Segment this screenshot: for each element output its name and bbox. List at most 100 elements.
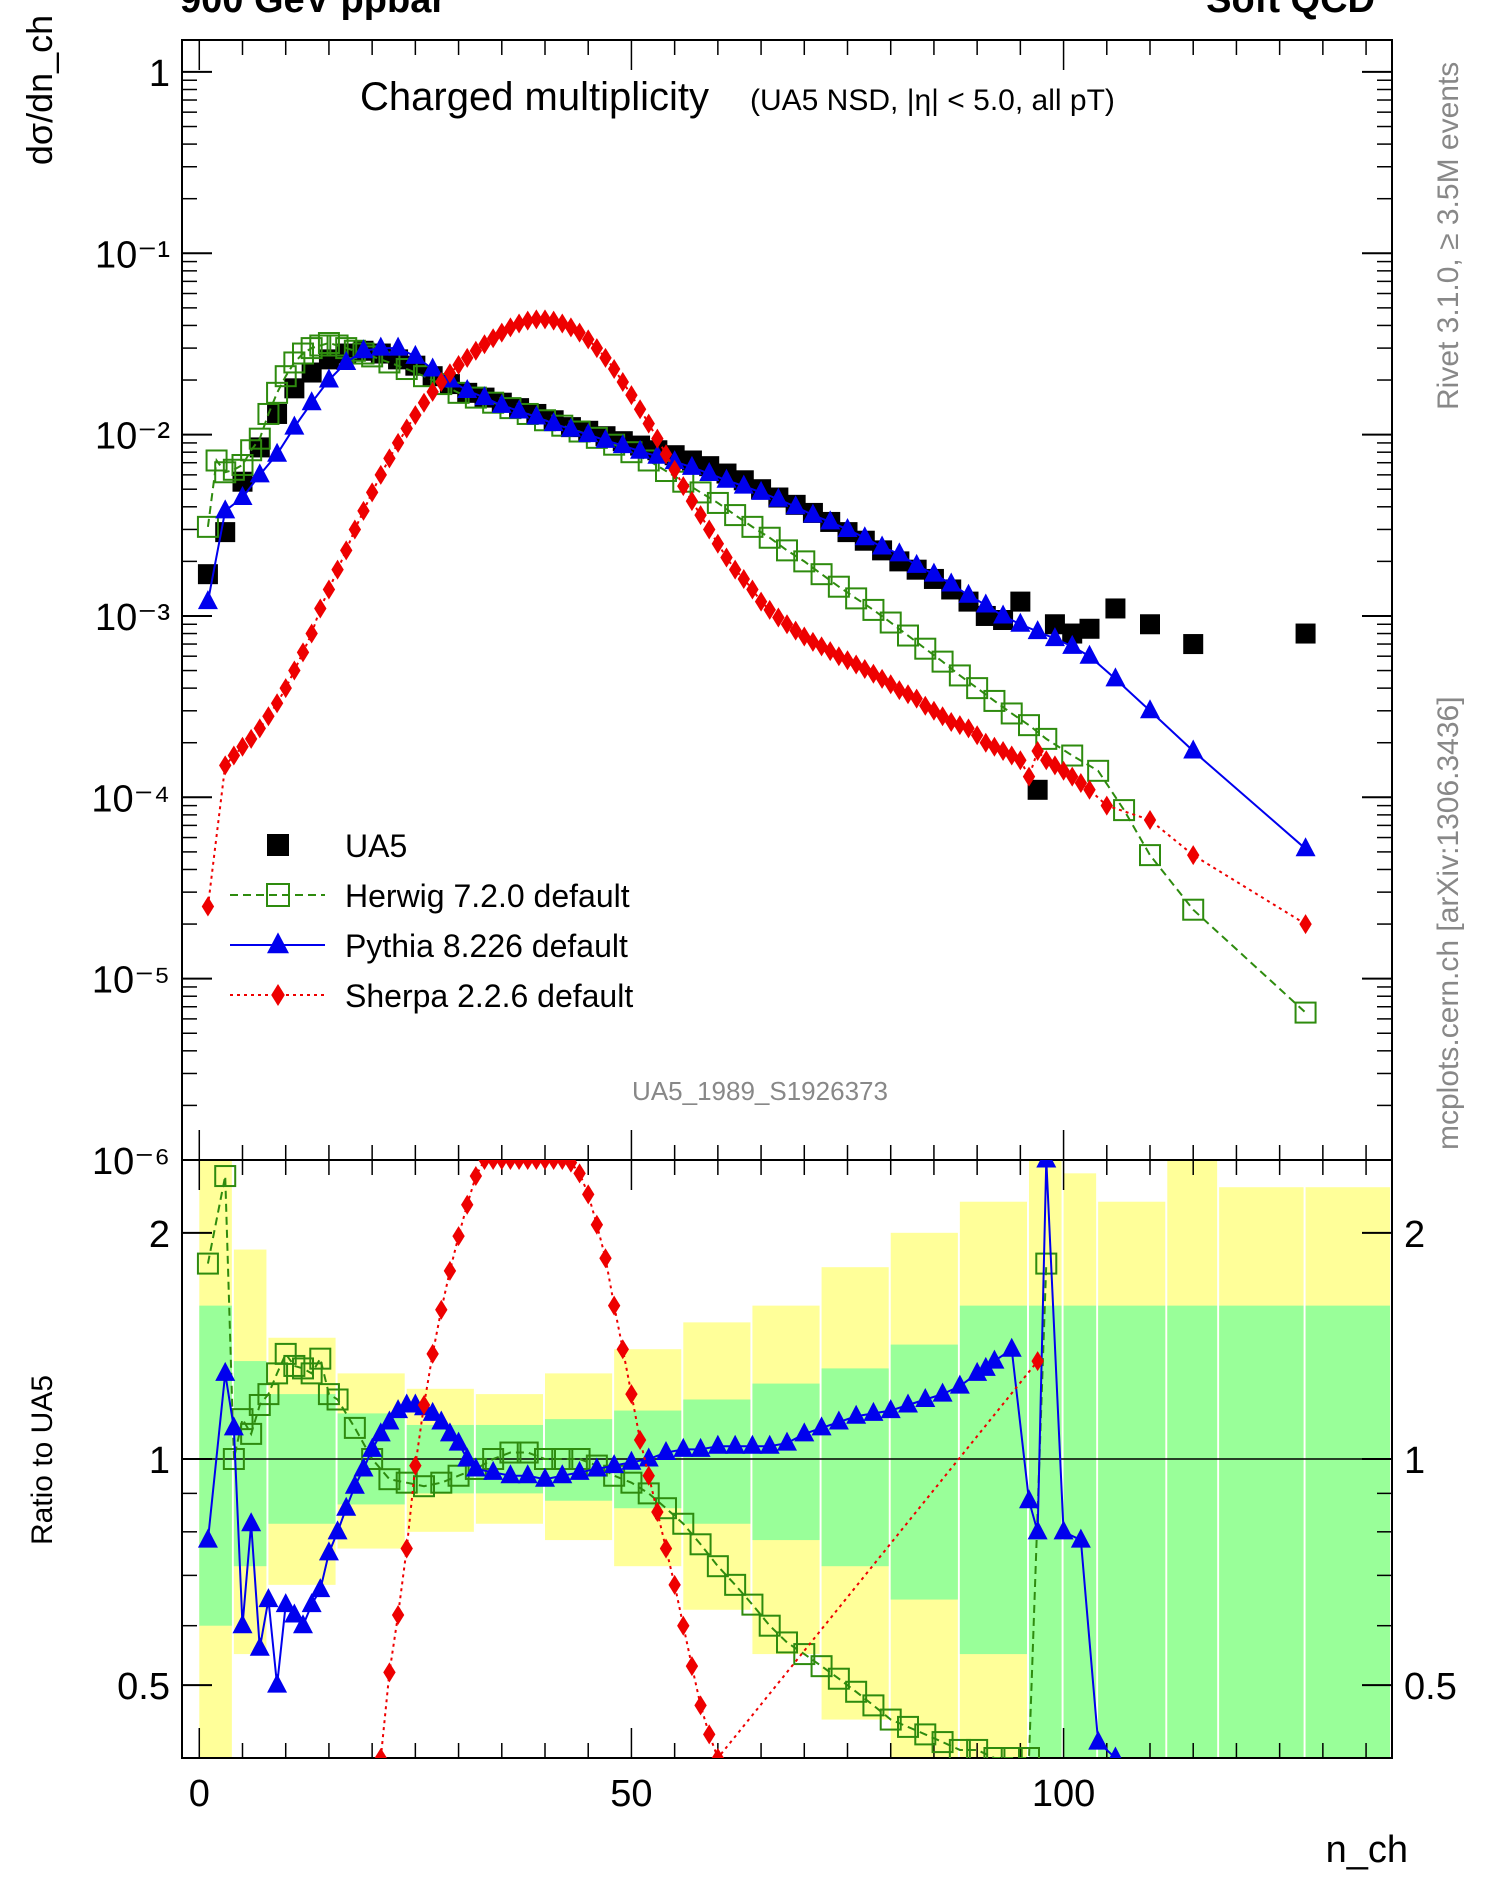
data-point: [879, 611, 902, 634]
ratio-data-point: [776, 1631, 798, 1654]
ratio-data-point: [1053, 1520, 1074, 1540]
data-point: [512, 313, 526, 334]
data-point: [573, 322, 586, 343]
band-inner: [1167, 1305, 1218, 1758]
data-point: [768, 487, 789, 507]
y-tick-label: 10⁻²: [95, 416, 170, 458]
band-inner: [683, 1399, 751, 1524]
ratio-data-point: [317, 1383, 340, 1406]
data-point: [659, 444, 673, 465]
ratio-data-point: [197, 1528, 218, 1548]
data-point: [633, 399, 647, 420]
ratio-data-point: [742, 1434, 763, 1454]
data-point: [248, 427, 271, 450]
data-point: [1182, 898, 1205, 921]
ratio-data-point: [309, 1347, 332, 1370]
ratio-data-point: [827, 1667, 850, 1690]
data-point: [798, 626, 811, 647]
ratio-data-point: [353, 1457, 374, 1477]
data-point: [824, 641, 837, 662]
ratio-data-point: [457, 1447, 478, 1467]
data-point: [560, 417, 581, 437]
series-line: [206, 318, 1307, 925]
data-point: [733, 474, 754, 494]
rivet-label: Rivet 3.1.0, ≥ 3.5M events: [1432, 62, 1465, 410]
data-point: [538, 309, 552, 330]
ratio-data-point: [521, 1160, 534, 1170]
legend-label: Herwig 7.2.0 default: [345, 878, 630, 914]
data-point: [983, 689, 1006, 712]
data-point: [1140, 699, 1160, 719]
data-point: [651, 428, 664, 449]
data-point: [474, 386, 495, 406]
y-tick-label: 10⁻⁴: [91, 778, 170, 820]
analysis-annotation: UA5_1989_S1926373: [632, 1076, 888, 1106]
ratio-data-point: [983, 1747, 1006, 1758]
data-point: [746, 579, 759, 600]
data-point: [1295, 837, 1316, 857]
main-axis-ticks: 10⁻⁶ 10⁻⁵ 10⁻⁴ 10⁻³ 10⁻² 10⁻¹ 1: [91, 40, 1392, 1183]
data-point: [370, 336, 391, 356]
data-point: [681, 455, 702, 475]
ratio-data-point: [461, 1194, 474, 1215]
data-point: [893, 680, 906, 701]
ratio-data-point: [430, 1471, 453, 1494]
data-point: [802, 503, 823, 523]
y-tick-label: 10⁻¹: [95, 234, 170, 276]
data-point: [543, 412, 564, 432]
ratio-data-point: [310, 1578, 331, 1598]
ratio-data-point: [810, 1655, 833, 1678]
data-point: [1010, 612, 1031, 632]
data-point: [1018, 714, 1040, 737]
data-point: [1061, 744, 1084, 767]
data-point: [966, 677, 989, 700]
data-point: [491, 393, 512, 413]
mcplots-label: mcplots.cern.ch [arXiv:1306.3436]: [1432, 696, 1465, 1150]
data-point: [772, 607, 785, 628]
ratio-data-point: [685, 1656, 699, 1677]
data-point: [227, 745, 241, 766]
data-point: [1299, 914, 1312, 935]
ratio-data-point: [604, 1454, 625, 1474]
ratio-data-point: [590, 1214, 604, 1235]
x-tick-label: 100: [1032, 1773, 1095, 1815]
ratio-data-point: [914, 1723, 937, 1746]
ratio-data-point: [638, 1447, 659, 1467]
ratio-data-point: [793, 1643, 816, 1666]
data-point: [469, 340, 483, 361]
ratio-data-point: [984, 1349, 1005, 1369]
data-point: [1143, 809, 1157, 830]
ratio-data-point: [370, 1422, 391, 1442]
data-point: [1066, 766, 1079, 787]
ratio-data-point: [300, 1362, 323, 1385]
ratio-data-point: [694, 1695, 707, 1716]
ratio-data-point: [378, 1468, 401, 1491]
data-point: [1079, 618, 1100, 639]
data-point: [703, 519, 716, 540]
ratio-data-point: [725, 1434, 746, 1454]
ratio-data-point: [223, 1416, 244, 1436]
ratio-data-point: [274, 1342, 297, 1365]
data-point: [374, 464, 387, 485]
ratio-data-point: [379, 1410, 400, 1430]
ratio-data-point: [616, 1339, 629, 1360]
data-point: [724, 504, 747, 527]
ratio-data-point: [811, 1416, 832, 1436]
y-tick-label: 10⁻⁶: [92, 1141, 170, 1183]
data-point: [348, 519, 362, 540]
data-point: [249, 463, 270, 483]
ratio-data-point: [677, 1615, 690, 1636]
data-point: [599, 347, 612, 368]
ratio-data-point: [552, 1464, 573, 1484]
band-inner: [752, 1383, 820, 1541]
data-point: [240, 439, 263, 462]
data-point: [322, 579, 336, 600]
ratio-data-point: [794, 1422, 815, 1442]
data-point: [504, 317, 517, 338]
data-point: [607, 359, 621, 380]
ratio-data-point: [967, 1361, 988, 1381]
data-point: [758, 526, 781, 549]
data-point: [253, 718, 266, 739]
ratio-data-point: [283, 1354, 306, 1377]
ratio-data-point: [426, 1343, 439, 1364]
